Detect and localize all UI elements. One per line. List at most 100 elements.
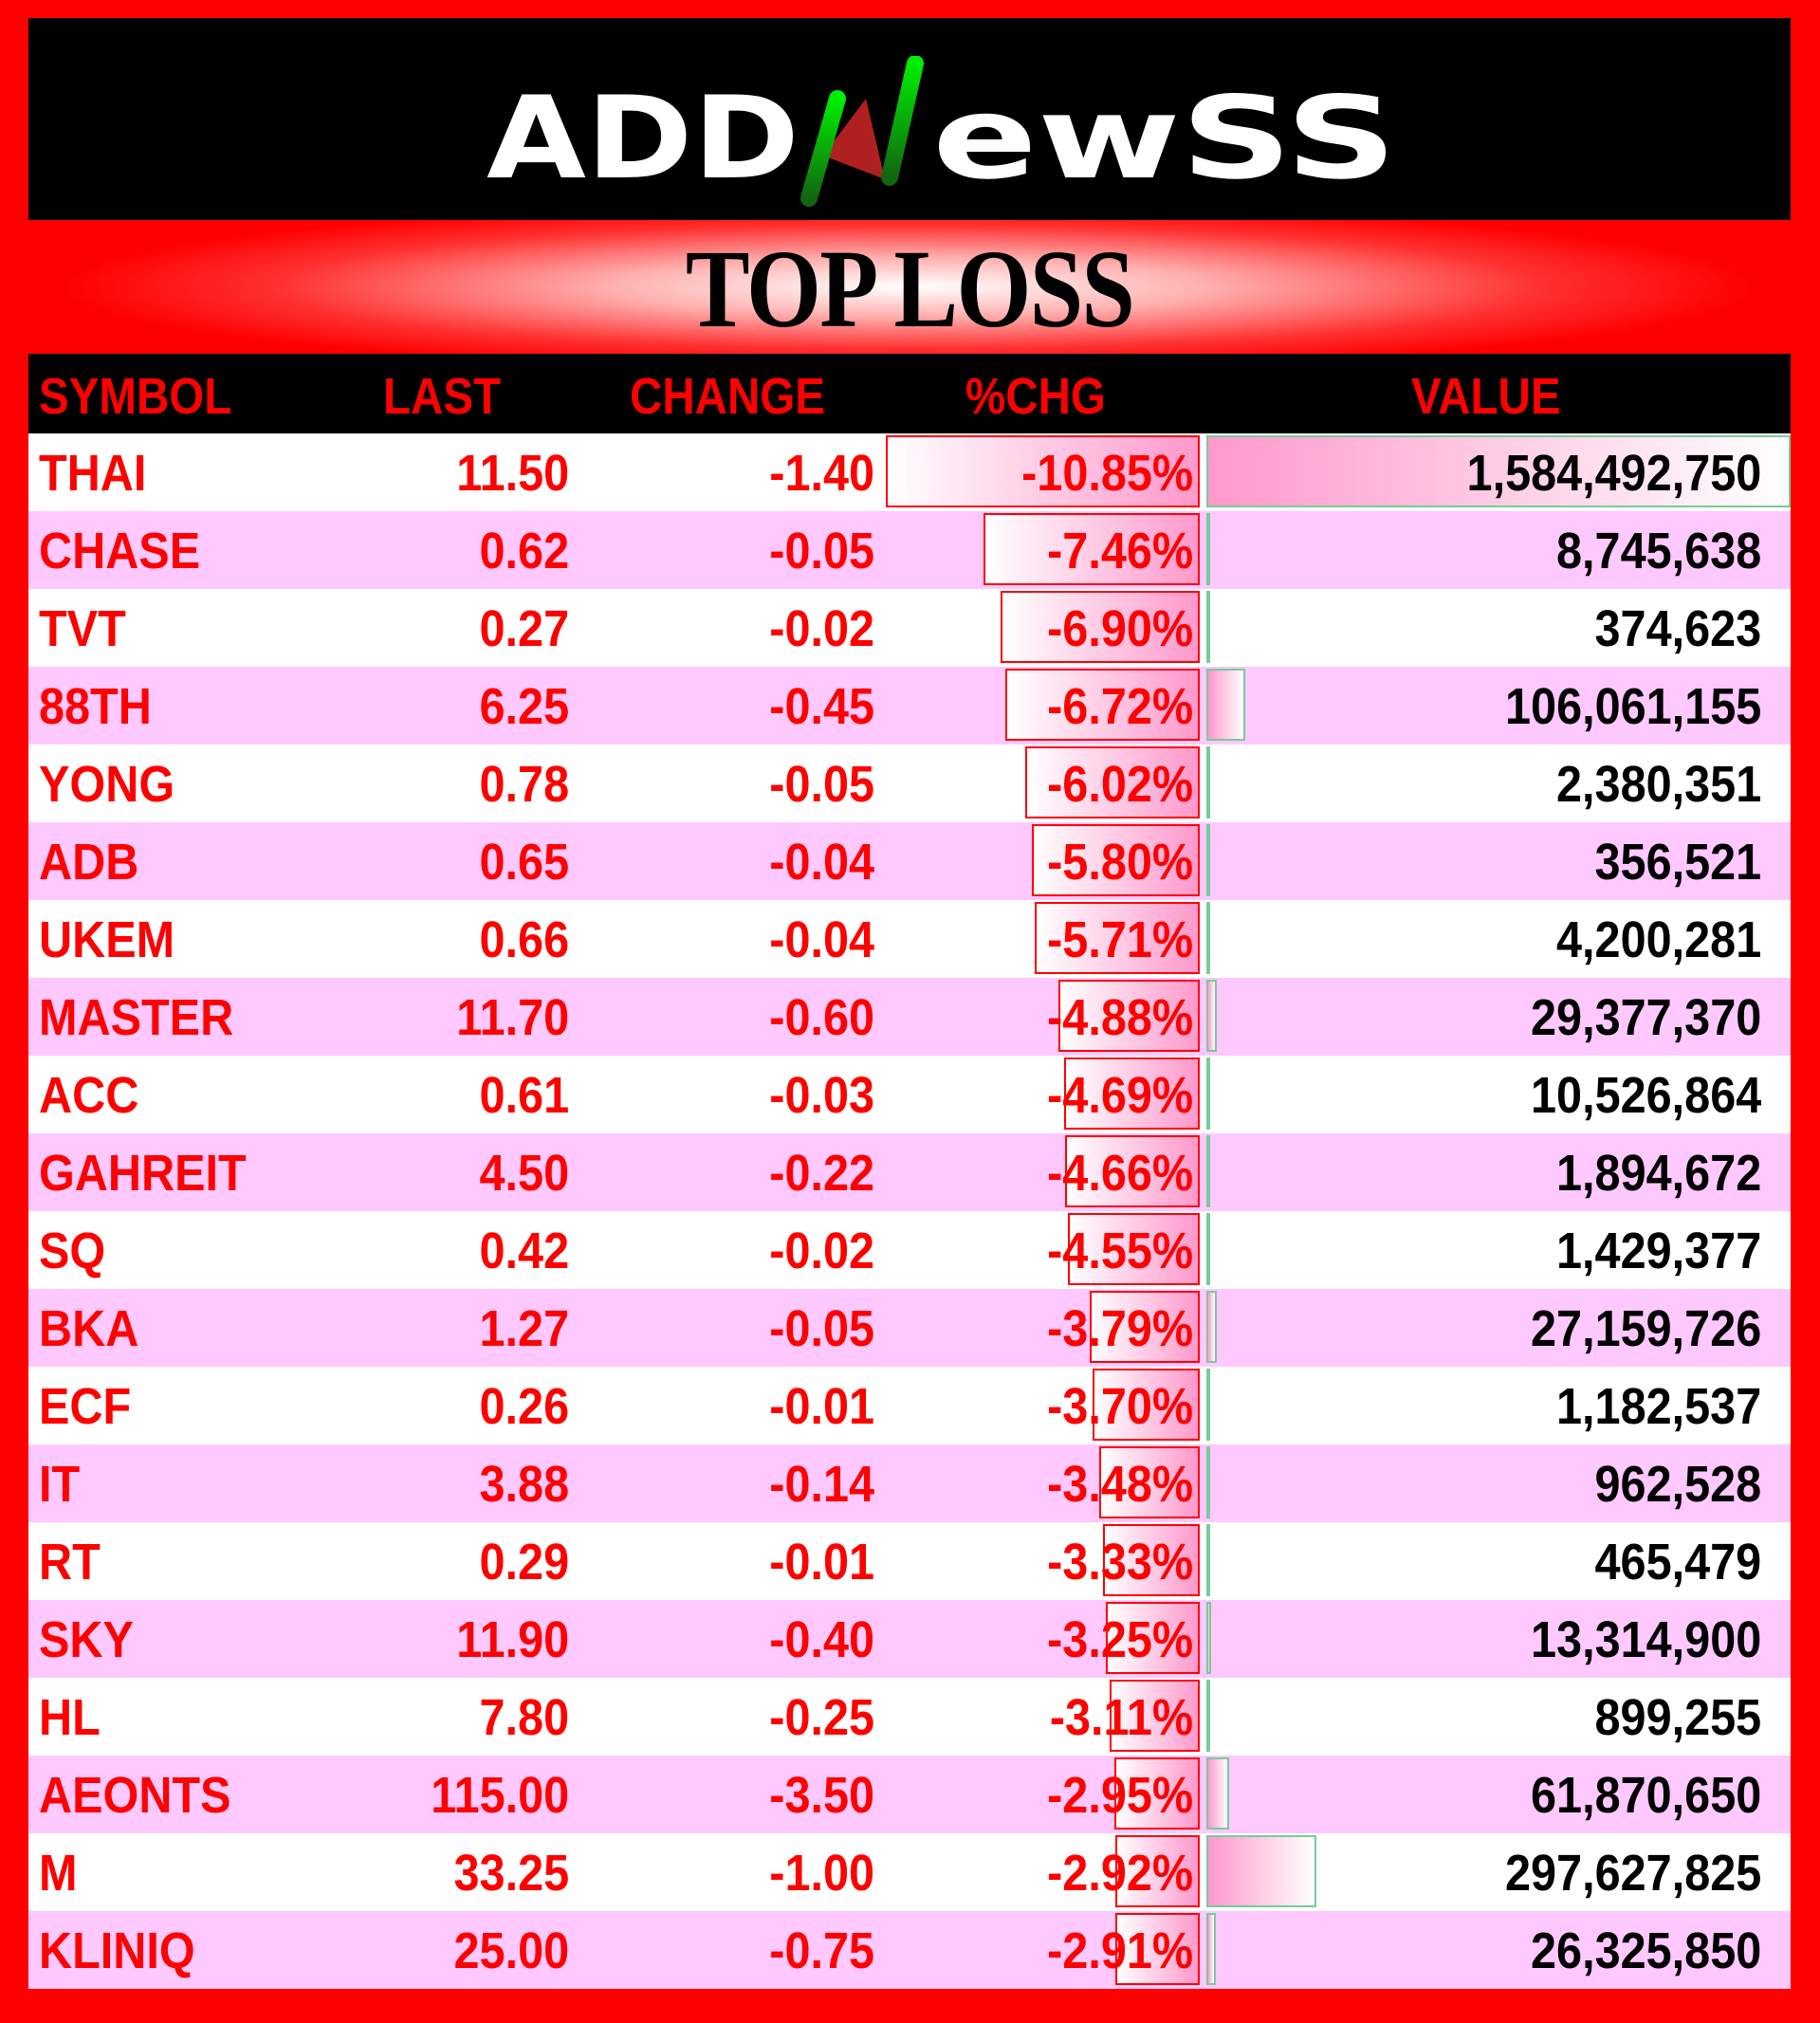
cell-symbol: CHASE [39, 523, 201, 579]
table-row: IT 3.88 -0.14 -3.48% 962,528 [28, 1444, 1791, 1522]
cell-last: 0.27 [479, 600, 569, 657]
table-row: ADB 0.65 -0.04 -5.80% 356,521 [28, 822, 1791, 900]
header-value: VALUE [1411, 368, 1561, 425]
value-bar [1206, 1757, 1230, 1830]
table-row: GAHREIT 4.50 -0.22 -4.66% 1,894,672 [28, 1133, 1791, 1211]
table-row: THAI 11.50 -1.40 -10.85% 1,584,492,750 [28, 433, 1791, 511]
pct-bar [1110, 1680, 1200, 1752]
cell-change: -0.14 [769, 1456, 874, 1513]
cell-change: -0.02 [769, 1223, 874, 1279]
cell-pct: -4.55% [1047, 1223, 1193, 1279]
cell-symbol: M [39, 1845, 78, 1902]
value-bar [1206, 669, 1246, 741]
cell-pct: -4.88% [1047, 989, 1193, 1046]
cell-last: 25.00 [453, 1922, 569, 1979]
pct-bar [1114, 1757, 1200, 1830]
table-row: MASTER 11.70 -0.60 -4.88% 29,377,370 [28, 978, 1791, 1056]
cell-value: 29,377,370 [1530, 989, 1761, 1046]
cell-last: 6.25 [479, 678, 569, 735]
pct-bar [1032, 824, 1200, 896]
cell-symbol: SQ [39, 1223, 106, 1279]
cell-pct: -3.25% [1047, 1611, 1193, 1668]
value-bar [1206, 980, 1218, 1052]
logo-bar: ADD ewSS [28, 18, 1791, 220]
title-band: TOP LOSS [28, 220, 1791, 354]
cell-pct: -5.71% [1047, 911, 1193, 968]
pct-bar [1063, 1057, 1200, 1130]
cell-change: -1.00 [769, 1845, 874, 1902]
cell-change: -0.02 [769, 600, 874, 657]
cell-pct: -3.48% [1047, 1456, 1193, 1513]
cell-symbol: UKEM [39, 911, 175, 968]
table-row: M 33.25 -1.00 -2.92% 297,627,825 [28, 1833, 1791, 1911]
page-title: TOP LOSS [685, 227, 1135, 351]
cell-last: 11.70 [456, 989, 569, 1046]
cell-last: 7.80 [479, 1689, 569, 1746]
pct-bar [1025, 746, 1200, 818]
pct-bar [984, 513, 1200, 585]
cell-symbol: ADB [39, 834, 139, 891]
table-row: KLINIQ 25.00 -0.75 -2.91% 26,325,850 [28, 1911, 1791, 1989]
value-bar [1206, 1213, 1210, 1285]
cell-symbol: AEONTS [39, 1767, 231, 1824]
cell-value: 106,061,155 [1504, 678, 1761, 735]
cell-change: -0.04 [769, 911, 874, 968]
value-bar [1206, 1680, 1210, 1752]
cell-change: -0.22 [769, 1145, 874, 1202]
value-bar [1206, 1057, 1211, 1130]
cell-pct: -6.90% [1047, 600, 1193, 657]
cell-value: 61,870,650 [1530, 1767, 1761, 1824]
cell-pct: -3.79% [1047, 1300, 1193, 1357]
value-bar [1206, 1524, 1210, 1596]
cell-change: -0.04 [769, 834, 874, 891]
value-bar [1206, 746, 1210, 818]
cell-pct: -2.95% [1047, 1767, 1193, 1824]
cell-symbol: THAI [39, 445, 147, 502]
cell-symbol: TVT [39, 600, 126, 657]
value-bar [1206, 1291, 1217, 1363]
svg-text:ewSS: ewSS [932, 73, 1397, 205]
cell-value: 962,528 [1594, 1456, 1761, 1513]
cell-value: 899,255 [1594, 1689, 1761, 1746]
pct-bar [1093, 1369, 1200, 1441]
cell-symbol: GAHREIT [39, 1145, 247, 1202]
cell-change: -0.05 [769, 523, 874, 579]
cell-value: 13,314,900 [1530, 1611, 1761, 1668]
value-bar [1206, 1913, 1217, 1985]
cell-change: -0.05 [769, 756, 874, 813]
cell-value: 374,623 [1594, 600, 1761, 657]
cell-pct: -3.70% [1047, 1378, 1193, 1435]
table-row: BKA 1.27 -0.05 -3.79% 27,159,726 [28, 1289, 1791, 1367]
cell-value: 2,380,351 [1555, 756, 1761, 813]
cell-change: -3.50 [769, 1767, 874, 1824]
table-row: ECF 0.26 -0.01 -3.70% 1,182,537 [28, 1367, 1791, 1444]
cell-value: 1,429,377 [1555, 1223, 1761, 1279]
pct-bar [1068, 1213, 1200, 1285]
cell-pct: -2.92% [1047, 1845, 1193, 1902]
cell-last: 33.25 [453, 1845, 569, 1902]
cell-symbol: SKY [39, 1611, 134, 1668]
cell-last: 3.88 [479, 1456, 569, 1513]
header-last: LAST [383, 368, 502, 425]
cell-pct: -5.80% [1047, 834, 1193, 891]
cell-value: 8,745,638 [1555, 523, 1761, 579]
cell-symbol: IT [39, 1456, 81, 1513]
table-row: ACC 0.61 -0.03 -4.69% 10,526,864 [28, 1056, 1791, 1133]
value-bar [1206, 1135, 1210, 1207]
top-loss-table: SYMBOL LAST CHANGE %CHG VALUE THAI 11.50 -… [28, 354, 1791, 1989]
value-bar [1206, 1835, 1316, 1907]
table-row: 88TH 6.25 -0.45 -6.72% 106,061,155 [28, 667, 1791, 745]
cell-symbol: 88TH [39, 678, 152, 735]
cell-last: 0.26 [479, 1378, 569, 1435]
cell-change: -0.60 [769, 989, 874, 1046]
cell-pct: -4.66% [1047, 1145, 1193, 1202]
table-row: TVT 0.27 -0.02 -6.90% 374,623 [28, 589, 1791, 667]
cell-change: -0.01 [769, 1378, 874, 1435]
cell-symbol: HL [39, 1689, 101, 1746]
cell-change: -0.40 [769, 1611, 874, 1668]
cell-change: -0.03 [769, 1067, 874, 1124]
cell-value: 1,584,492,750 [1466, 445, 1761, 502]
cell-last: 0.61 [479, 1067, 569, 1124]
addnewss-logo: ADD ewSS [487, 56, 1397, 207]
pct-bar [1064, 1135, 1200, 1207]
